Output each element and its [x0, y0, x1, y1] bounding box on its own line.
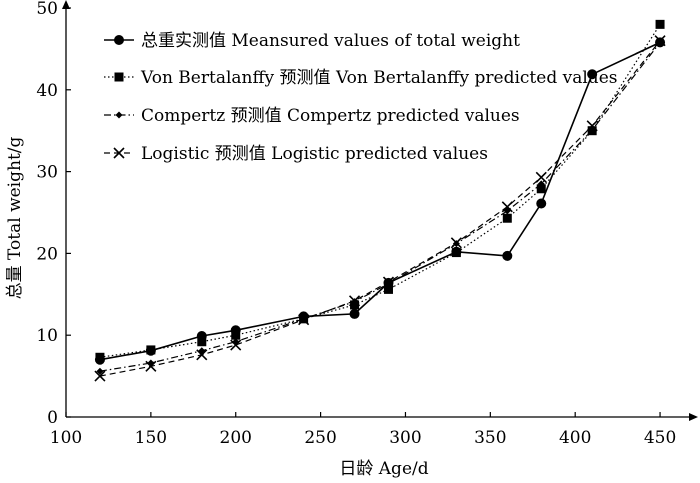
series-4-point	[501, 201, 513, 213]
series-1-point	[587, 69, 598, 80]
axes: 100 150 200 250 300 350 400 450 0 10 20 30 40 50	[36, 0, 698, 448]
x-marker-stroke	[145, 360, 157, 372]
y-tick-label: 30	[36, 163, 58, 183]
legend-label-3: Compertz 预测值 Compertz predicted values	[141, 106, 520, 126]
legend-marker-4	[113, 147, 125, 159]
series-1-point	[349, 308, 360, 319]
y-tick-label: 0	[47, 408, 58, 428]
series-2-point	[197, 337, 207, 347]
y-tick-label: 10	[36, 326, 58, 346]
x-marker-stroke	[535, 171, 547, 183]
series-4-point	[298, 314, 310, 326]
series-4-point	[348, 295, 361, 307]
series-4-point	[382, 276, 395, 288]
legend-label-4: Logistic 预测值 Logistic predicted values	[141, 144, 488, 164]
series-3-point	[656, 38, 664, 46]
x-marker-stroke	[230, 339, 242, 351]
series-4-point	[450, 237, 462, 249]
legend-marker-1	[114, 35, 124, 45]
x-axis-arrow	[689, 413, 698, 421]
series-4-line	[99, 40, 661, 377]
series-1-line	[99, 41, 661, 361]
y-axis-arrow	[62, 0, 70, 9]
series-3-point	[384, 280, 392, 288]
series-2-point	[383, 284, 393, 294]
series-4-point	[94, 370, 106, 382]
y-tick-label: 20	[36, 244, 58, 264]
series-4-point	[145, 360, 157, 372]
series-4-point	[654, 35, 666, 47]
series-1	[94, 37, 666, 365]
x-marker-stroke	[113, 147, 125, 159]
series-2-point	[451, 248, 461, 258]
x-tick-label: 350	[474, 428, 506, 448]
legend-label-1: 总重实测值 Meansured values of total weight	[141, 31, 520, 51]
series-4-point	[230, 339, 242, 351]
series-2-point	[95, 352, 105, 362]
series-3-point	[537, 180, 545, 188]
series-3-line	[99, 42, 661, 372]
series-2-point	[655, 19, 665, 29]
series-1-point	[502, 250, 513, 261]
x-marker-stroke	[382, 276, 395, 288]
series-3	[96, 38, 664, 375]
series-1-point	[536, 198, 547, 209]
series-4-point	[196, 349, 208, 361]
y-tick-label: 40	[36, 81, 58, 101]
x-marker-stroke	[501, 201, 513, 213]
legend-label-2: Von Bertalanffy 预测值 Von Bertalanffy pred…	[140, 68, 618, 88]
series-2-point	[502, 213, 512, 223]
series-2-point	[146, 345, 156, 355]
series-4-point	[535, 171, 547, 183]
x-marker-stroke	[654, 35, 666, 47]
series-2-point	[231, 330, 241, 340]
y-tick-label: 50	[36, 0, 58, 19]
x-tick-label: 150	[135, 428, 167, 448]
x-tick-label: 200	[220, 428, 252, 448]
series-3-point	[96, 367, 104, 375]
series-4-point	[586, 120, 598, 132]
x-axis-label: 日龄 Age/d	[339, 459, 428, 479]
x-tick-label: 250	[304, 428, 336, 448]
x-marker-stroke	[586, 120, 598, 132]
y-axis-label: 总量 Total weight/g	[5, 136, 25, 299]
x-tick-label: 450	[644, 428, 676, 448]
x-tick-label: 100	[50, 428, 82, 448]
legend: 总重实测值 Meansured values of total weight Vo…	[104, 31, 618, 164]
x-tick-label: 400	[559, 428, 591, 448]
x-marker-stroke	[348, 295, 361, 307]
series-4	[94, 35, 666, 382]
x-marker-stroke	[298, 314, 310, 326]
x-marker-stroke	[196, 349, 208, 361]
legend-marker-2	[114, 72, 124, 82]
legend-marker-3	[115, 111, 123, 119]
series-2-point	[536, 184, 546, 194]
x-marker-stroke	[450, 237, 462, 249]
x-tick-label: 300	[389, 428, 421, 448]
x-marker-stroke	[94, 370, 106, 382]
series-layer	[94, 19, 666, 382]
